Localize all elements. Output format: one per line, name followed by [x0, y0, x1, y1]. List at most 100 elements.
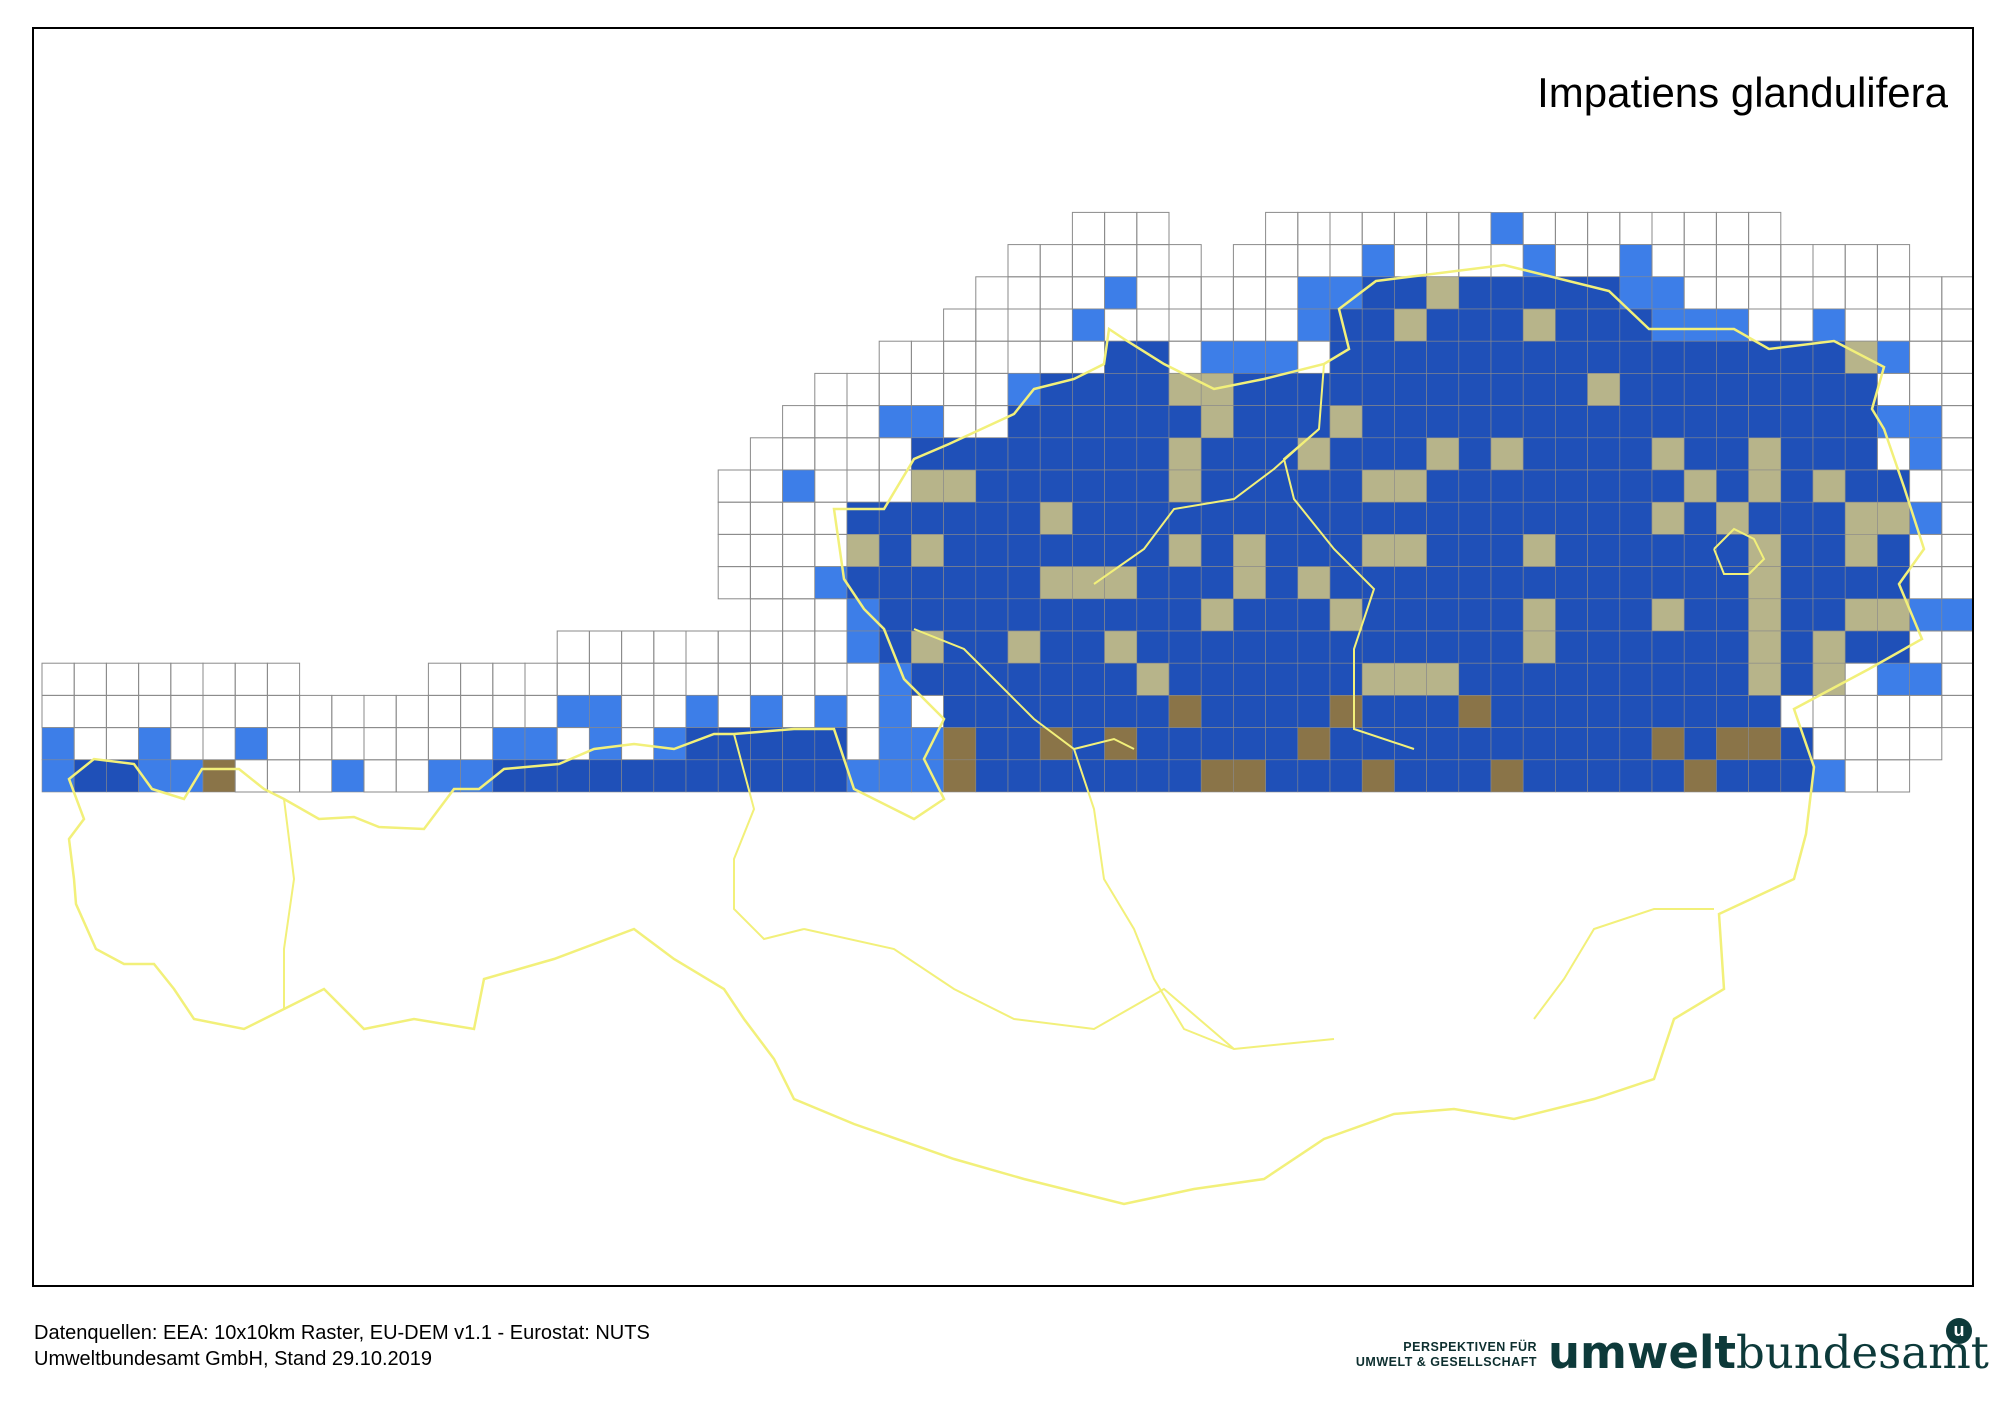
grid-cell: [1490, 276, 1524, 310]
grid-cell: [782, 630, 816, 664]
grid-cell: [1555, 308, 1588, 342]
grid-cell: [427, 662, 462, 696]
grid-cell: [911, 405, 944, 439]
grid-cell: [1812, 340, 1846, 374]
grid-cell: [170, 727, 204, 761]
map-title: Impatiens glandulifera: [1537, 69, 1948, 116]
grid-cell: [1748, 373, 1782, 406]
grid-cell: [1619, 308, 1653, 342]
umweltbundesamt-logo[interactable]: PERSPEKTIVEN FÜR UMWELT & GESELLSCHAFT u…: [1352, 1318, 1989, 1380]
grid-cell: [1297, 727, 1331, 761]
grid-cell: [911, 501, 944, 535]
grid-cell: [1104, 469, 1138, 503]
grid-cell: [556, 727, 590, 761]
grid-cell: [1393, 244, 1428, 278]
grid-cell: [1812, 727, 1846, 761]
grid-cell: [975, 437, 1009, 471]
grid-cell: [653, 727, 687, 761]
grid-cell: [1168, 405, 1202, 439]
grid-cell: [1168, 598, 1202, 632]
grid-cell: [846, 630, 880, 664]
grid-cell: [1780, 501, 1814, 535]
grid-cell: [1072, 566, 1105, 600]
grid-cell: [1039, 630, 1073, 664]
grid-cell: [1394, 662, 1427, 696]
grid-cell: [1394, 759, 1427, 793]
grid-cell: [1136, 211, 1170, 246]
grid-cell: [1522, 727, 1556, 761]
grid-cell: [1104, 662, 1138, 696]
grid-cell: [1072, 630, 1105, 664]
grid-cell: [1587, 598, 1621, 632]
grid-cell: [1297, 501, 1331, 535]
grid-cell: [1200, 566, 1234, 600]
grid-cell: [105, 727, 140, 761]
grid-cell: [1844, 469, 1878, 503]
grid-cell: [943, 566, 977, 600]
grid-cell: [1555, 437, 1588, 471]
grid-cell: [1007, 566, 1041, 600]
grid-cell: [1716, 695, 1749, 728]
grid-cell: [1716, 308, 1749, 342]
grid-cell: [846, 405, 880, 439]
grid-cell: [1458, 759, 1492, 793]
grid-cell: [170, 662, 204, 696]
state-border: [733, 733, 805, 941]
grid-cell: [1522, 759, 1556, 793]
grid-cell: [943, 534, 977, 567]
grid-cell: [1265, 501, 1299, 535]
grid-cell: [492, 759, 526, 793]
distribution-map[interactable]: [34, 29, 1974, 1287]
grid-cell: [1458, 630, 1492, 664]
grid-cell: [782, 759, 816, 793]
grid-cell: [1233, 534, 1266, 567]
grid-cell: [1007, 534, 1041, 567]
grid-cell: [1941, 662, 1972, 696]
grid-cell: [588, 630, 623, 664]
grid-cell: [1426, 598, 1460, 632]
grid-cell: [1587, 211, 1621, 246]
grid-cell: [1394, 630, 1427, 664]
grid-cell: [1844, 501, 1878, 535]
grid-cell: [428, 759, 461, 793]
grid-cell: [1748, 566, 1782, 600]
grid-cell: [1490, 501, 1524, 535]
grid-cell: [1007, 695, 1041, 728]
grid-cell: [1458, 405, 1492, 439]
grid-cell: [1555, 405, 1588, 439]
grid-cell: [1522, 630, 1556, 664]
grid-cell: [1072, 598, 1105, 632]
grid-cell: [1683, 566, 1717, 600]
grid-cell: [1458, 437, 1492, 471]
grid-cell: [234, 662, 268, 696]
grid-cell: [1361, 534, 1395, 567]
grid-cell: [1039, 244, 1073, 278]
grid-cell: [717, 566, 751, 600]
grid-cell: [1329, 469, 1363, 503]
grid-cell: [1329, 759, 1363, 793]
grid-cell: [1007, 276, 1041, 310]
grid-cell: [685, 695, 719, 728]
grid-cell: [1876, 276, 1911, 310]
grid-cell: [1941, 694, 1972, 729]
grid-cell: [1651, 727, 1685, 761]
grid-cell: [1394, 340, 1427, 374]
grid-cell: [1361, 211, 1395, 246]
grid-cell: [1329, 662, 1363, 696]
grid-cell: [975, 534, 1009, 567]
grid-cell: [1394, 534, 1427, 567]
grid-cell: [846, 437, 880, 471]
grid-cell: [1587, 695, 1621, 728]
grid-cell: [846, 727, 880, 761]
grid-cell: [460, 727, 494, 761]
grid-cells: [41, 211, 1972, 793]
grid-cell: [299, 759, 333, 793]
grid-cell: [1071, 211, 1106, 246]
grid-cell: [1812, 694, 1846, 729]
grid-cell: [1651, 695, 1685, 728]
grid-cell: [1361, 437, 1395, 471]
grid-cell: [1941, 566, 1972, 600]
grid-cell: [1136, 630, 1170, 664]
grid-cell: [1233, 437, 1266, 471]
grid-cell: [749, 566, 784, 600]
